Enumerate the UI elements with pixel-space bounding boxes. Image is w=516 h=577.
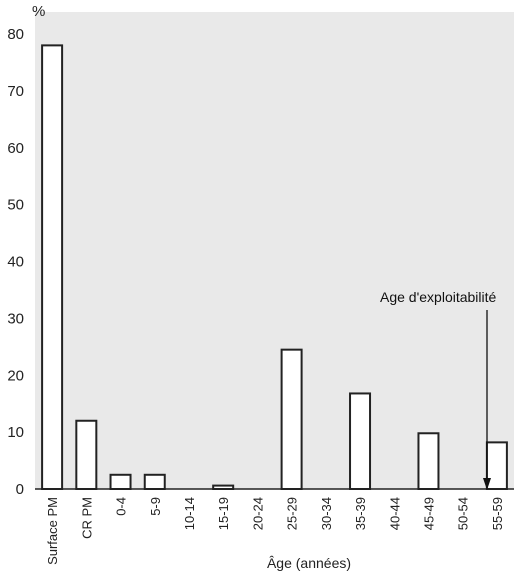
bar xyxy=(280,348,303,490)
y-tick-label: 70 xyxy=(7,83,24,100)
y-tick-label: 0 xyxy=(16,481,24,498)
x-tick-label: 50-54 xyxy=(456,497,471,530)
y-tick-label: 30 xyxy=(7,310,24,327)
y-tick-label: 80 xyxy=(7,26,24,43)
plot-background xyxy=(35,12,514,489)
annotation-label: Age d'exploitabilité xyxy=(380,289,497,305)
bar xyxy=(417,432,440,491)
x-tick-label: 25-29 xyxy=(285,497,300,530)
x-tick-label: CR PM xyxy=(79,497,94,539)
x-tick-label: 30-34 xyxy=(319,497,334,530)
x-tick-labels: Surface PM CR PM 0-4 5-9 10-14 15-19 20-24 25-2… xyxy=(45,497,505,565)
bar xyxy=(75,419,98,490)
y-ticks: 0 10 20 30 40 50 60 70 80 xyxy=(7,26,24,498)
bar xyxy=(349,392,372,491)
bar xyxy=(485,441,508,490)
x-tick-label: Surface PM xyxy=(45,497,60,565)
bar xyxy=(109,473,132,490)
bar xyxy=(41,44,64,490)
bars-layer xyxy=(41,44,508,491)
y-tick-label: 40 xyxy=(7,254,24,271)
x-tick-label: 0-4 xyxy=(114,497,129,516)
y-tick-label: 60 xyxy=(7,140,24,157)
x-tick-label: 40-44 xyxy=(387,497,402,530)
x-tick-label: 45-49 xyxy=(421,497,436,530)
y-tick-label: 50 xyxy=(7,197,24,214)
annotation-arrowhead xyxy=(483,478,491,490)
y-tick-label: 10 xyxy=(7,424,24,441)
y-tick-label: 20 xyxy=(7,367,24,384)
x-tick-label: 15-19 xyxy=(216,497,231,530)
x-tick-label: 10-14 xyxy=(182,497,197,530)
x-axis-title: Âge (années) xyxy=(267,555,351,571)
bar xyxy=(143,473,166,490)
y-axis-label: % xyxy=(32,3,45,20)
x-tick-label: 5-9 xyxy=(148,497,163,516)
x-tick-label: 35-39 xyxy=(353,497,368,530)
x-tick-label: 20-24 xyxy=(250,497,265,530)
x-tick-label: 55-59 xyxy=(490,497,505,530)
